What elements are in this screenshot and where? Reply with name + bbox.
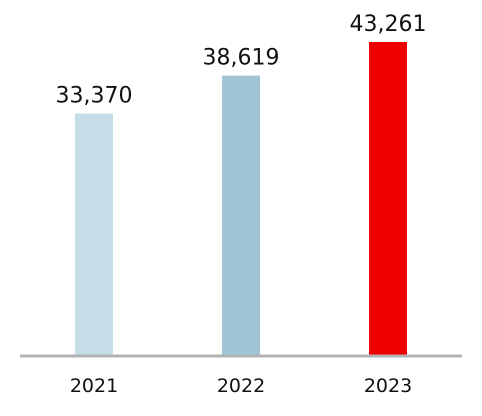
bar-2022: [222, 75, 260, 356]
tick-label-2021: 2021: [70, 375, 118, 397]
value-label-2021: 33,370: [56, 84, 133, 109]
tick-label-2022: 2022: [217, 375, 265, 397]
value-labels-group: 33,370 38,619 43,261: [56, 12, 427, 109]
bars-group: [75, 42, 407, 356]
bar-2021: [75, 113, 113, 355]
value-label-2022: 38,619: [203, 46, 280, 71]
bar-2023: [369, 42, 407, 355]
x-axis-tick-labels: 2021 2022 2023: [70, 375, 412, 397]
value-label-2023: 43,261: [350, 12, 427, 37]
tick-label-2023: 2023: [364, 375, 412, 397]
